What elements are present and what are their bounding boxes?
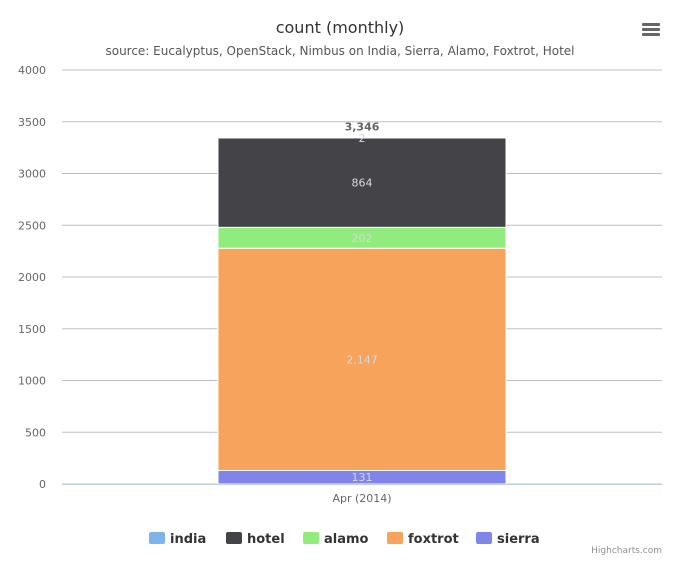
legend-label: sierra bbox=[497, 532, 540, 547]
y-tick-label: 2000 bbox=[18, 271, 46, 284]
y-tick-label: 3500 bbox=[18, 116, 46, 129]
bars bbox=[217, 137, 507, 485]
legend: india hotel alamo foxtrot sierra bbox=[149, 532, 540, 547]
x-axis: Apr (2014) bbox=[62, 484, 662, 505]
data-label-sierra: 131 bbox=[352, 471, 373, 484]
legend-label: india bbox=[170, 532, 206, 547]
stack-total-label: 3,346 bbox=[345, 121, 380, 134]
y-tick-label: 500 bbox=[25, 426, 46, 439]
legend-item-alamo[interactable]: alamo bbox=[303, 532, 369, 547]
data-label-india: 2 bbox=[359, 132, 366, 145]
y-tick-label: 1000 bbox=[18, 375, 46, 388]
data-label-foxtrot: 2,147 bbox=[346, 353, 378, 366]
legend-label: hotel bbox=[247, 532, 285, 547]
bar-segment-foxtrot[interactable] bbox=[217, 247, 507, 471]
data-labels: 131 2,147 202 864 23,346 bbox=[345, 121, 380, 485]
legend-item-foxtrot[interactable]: foxtrot bbox=[387, 532, 459, 547]
hamburger-menu-icon bbox=[642, 23, 660, 36]
y-tick-label: 3000 bbox=[18, 168, 46, 181]
legend-swatch bbox=[226, 532, 242, 544]
legend-label: foxtrot bbox=[408, 532, 459, 547]
x-tick-label: Apr (2014) bbox=[332, 492, 391, 505]
data-label-alamo: 202 bbox=[352, 232, 373, 245]
y-tick-label: 1500 bbox=[18, 323, 46, 336]
legend-swatch bbox=[387, 532, 403, 544]
chart-title: count (monthly) bbox=[276, 18, 405, 37]
bar-segment-hotel[interactable] bbox=[217, 137, 507, 228]
y-tick-label: 2500 bbox=[18, 219, 46, 232]
legend-label: alamo bbox=[324, 532, 369, 547]
legend-swatch bbox=[476, 532, 492, 544]
credits-link[interactable]: Highcharts.com bbox=[591, 546, 662, 556]
y-tick-label: 4000 bbox=[18, 64, 46, 77]
data-label-hotel: 864 bbox=[352, 177, 373, 190]
y-axis: 0 500 1000 1500 2000 2500 3000 3500 4000 bbox=[18, 64, 46, 491]
y-tick-label: 0 bbox=[39, 478, 46, 491]
chart-subtitle: source: Eucalyptus, OpenStack, Nimbus on… bbox=[105, 44, 574, 58]
legend-item-india[interactable]: india bbox=[149, 532, 206, 547]
legend-swatch bbox=[149, 532, 165, 544]
legend-swatch bbox=[303, 532, 319, 544]
legend-item-sierra[interactable]: sierra bbox=[476, 532, 540, 547]
legend-item-hotel[interactable]: hotel bbox=[226, 532, 285, 547]
menu-button[interactable] bbox=[636, 16, 666, 42]
